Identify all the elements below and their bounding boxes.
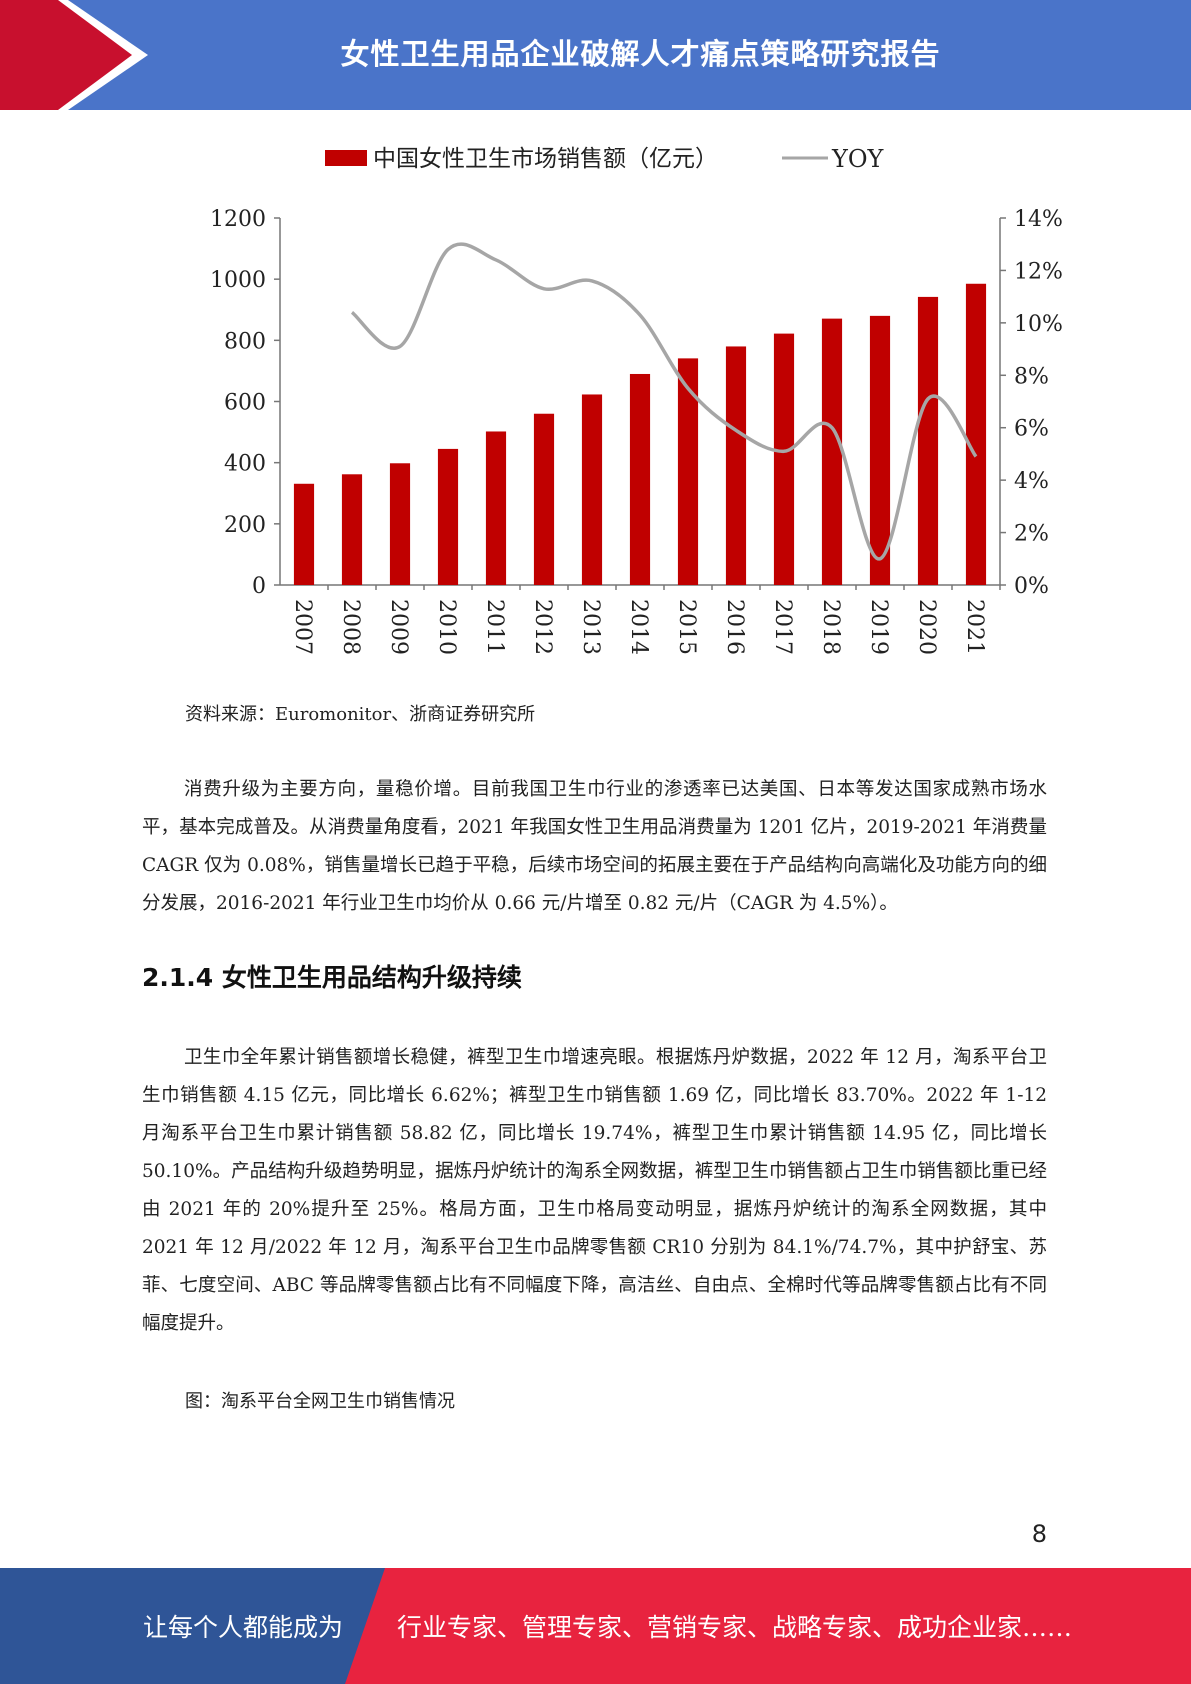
paragraph-consumption-upgrade: 消费升级为主要方向，量稳价增。目前我国卫生巾行业的渗透率已达美国、日本等发达国家…: [142, 779, 1047, 914]
bar-2013: [581, 394, 603, 585]
bar-2012: [533, 413, 555, 585]
right-tick-label: 2%: [1014, 522, 1049, 547]
left-tick-label: 800: [224, 329, 266, 354]
bar-2014: [629, 373, 651, 585]
bar-2009: [389, 463, 411, 585]
left-tick-label: 1200: [210, 207, 266, 232]
bar-2015: [677, 358, 699, 585]
x-tick-label: 2020: [914, 599, 939, 655]
x-tick-label: 2019: [866, 599, 891, 655]
bar-2011: [485, 431, 507, 585]
chart-source: 资料来源：Euromonitor、浙商证券研究所: [185, 704, 536, 725]
footer-slogan-tail: 行业专家、管理专家、营销专家、战略专家、成功企业家……: [397, 1613, 1073, 1642]
bar-2021: [965, 283, 987, 585]
right-tick-label: 6%: [1014, 417, 1049, 442]
legend-bar-swatch: [325, 150, 367, 166]
x-tick-label: 2013: [578, 599, 603, 655]
left-tick-label: 1000: [210, 268, 266, 293]
yoy-line: [350, 242, 978, 561]
header-title: 女性卫生用品企业破解人才痛点策略研究报告: [340, 37, 941, 71]
footer-slogan-lead: 让每个人都能成为: [143, 1613, 344, 1642]
footer-background: [0, 1568, 1191, 1684]
left-tick-label: 0: [252, 574, 266, 599]
x-tick-label: 2021: [962, 599, 987, 655]
header-arrow-decoration: [0, 0, 148, 110]
right-tick-label: 12%: [1014, 259, 1063, 284]
paragraph-sales-growth: 卫生巾全年累计销售额增长稳健，裤型卫生巾增速亮眼。根据炼丹炉数据，2022 年 …: [142, 1047, 1047, 1334]
bar-2007: [293, 483, 315, 585]
x-tick-label: 2015: [674, 599, 699, 655]
x-tick-label: 2007: [290, 599, 315, 655]
legend-line-label: YOY: [831, 145, 885, 173]
page-number: 8: [1031, 1520, 1047, 1548]
left-tick-label: 400: [224, 452, 266, 477]
right-tick-label: 4%: [1014, 469, 1049, 494]
page-footer: 让每个人都能成为 行业专家、管理专家、营销专家、战略专家、成功企业家……: [0, 1568, 1191, 1684]
legend-bar-label: 中国女性卫生市场销售额（亿元）: [373, 146, 718, 172]
page-header: 女性卫生用品企业破解人才痛点策略研究报告: [0, 0, 1191, 110]
x-tick-label: 2014: [626, 599, 651, 655]
right-tick-label: 8%: [1014, 364, 1049, 389]
section-heading: 2.1.4 女性卫生用品结构升级持续: [142, 963, 522, 992]
bar-2016: [725, 346, 747, 585]
x-tick-label: 2011: [482, 599, 507, 655]
x-tick-label: 2018: [818, 599, 843, 655]
x-tick-label: 2008: [338, 599, 363, 655]
market-sales-chart: 中国女性卫生市场销售额（亿元） YOY 0 200 400 600 800 1000 1200 0…: [180, 140, 1080, 670]
bar-2008: [341, 474, 363, 585]
x-tick-label: 2017: [770, 599, 795, 655]
figure-caption: 图：淘系平台全网卫生巾销售情况: [185, 1391, 455, 1412]
bar-2018: [821, 318, 843, 585]
x-tick-label: 2009: [386, 599, 411, 655]
bar-2020: [917, 296, 939, 585]
right-tick-label: 10%: [1014, 312, 1063, 337]
bar-2010: [437, 448, 459, 585]
bar-2019: [869, 315, 891, 585]
right-tick-label: 0%: [1014, 574, 1049, 599]
x-tick-label: 2012: [530, 599, 555, 655]
bar-2017: [773, 333, 795, 585]
x-tick-label: 2010: [434, 599, 459, 655]
right-tick-label: 14%: [1014, 207, 1063, 232]
left-tick-label: 200: [224, 513, 266, 538]
x-tick-label: 2016: [722, 599, 747, 655]
left-tick-label: 600: [224, 391, 266, 416]
